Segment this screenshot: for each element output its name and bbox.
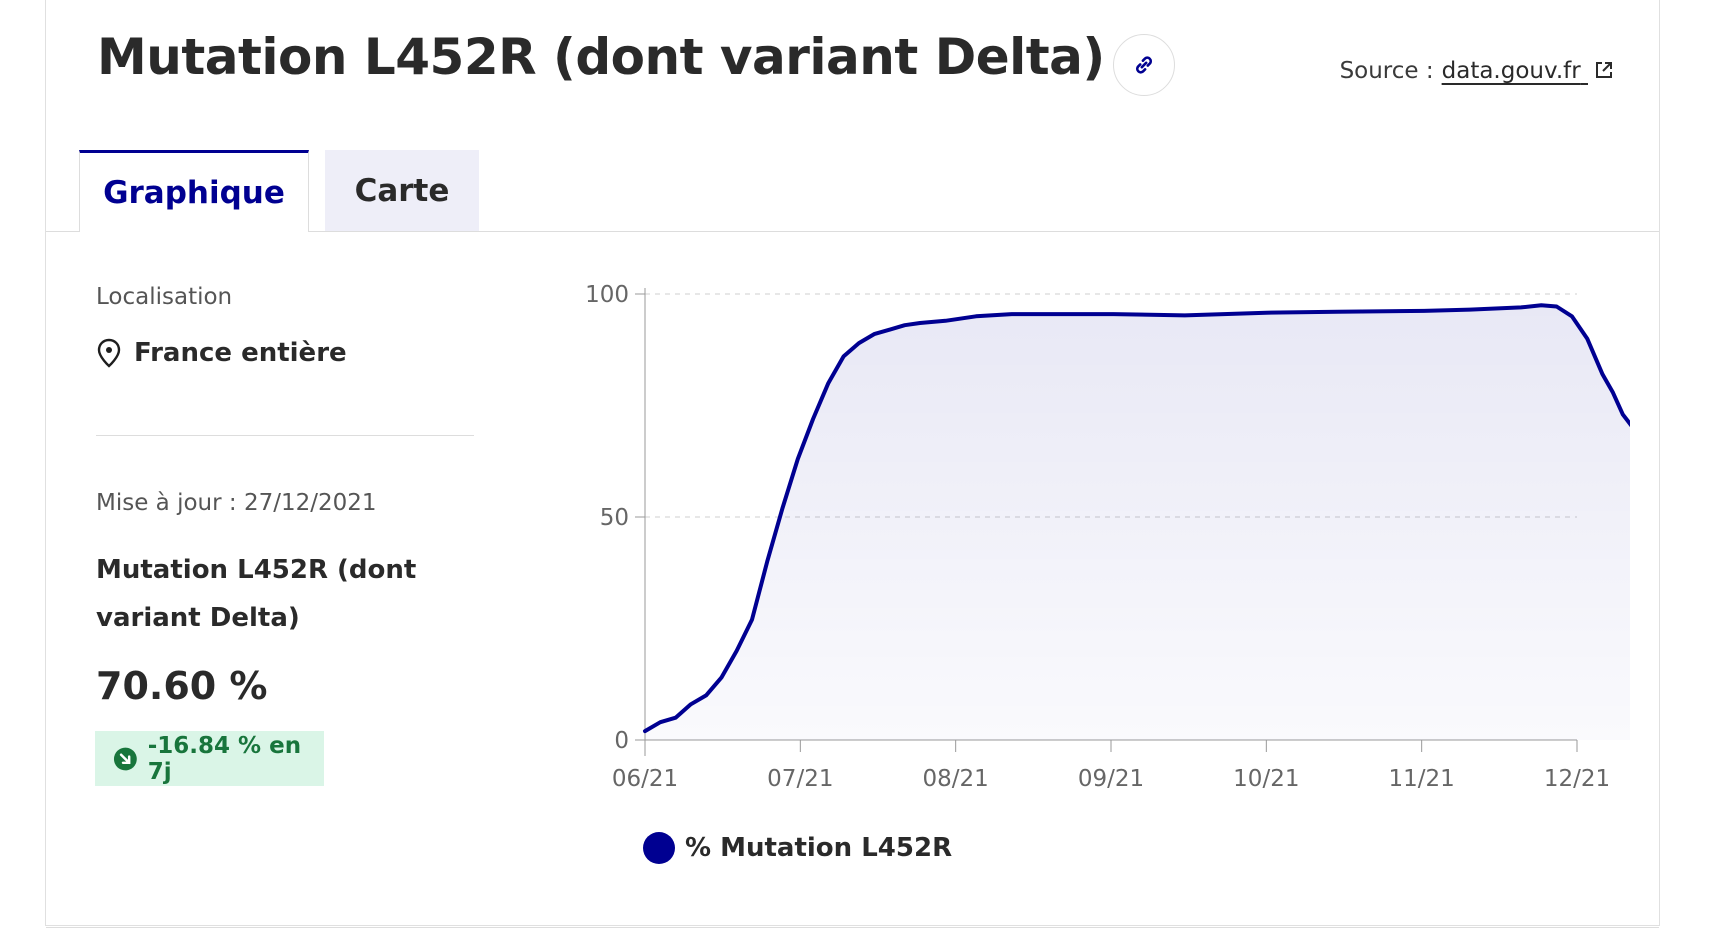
- trend-text: -16.84 % en 7j: [147, 732, 302, 785]
- location-label: Localisation: [96, 284, 233, 310]
- sidebar-divider: [96, 435, 474, 436]
- trend-down-icon: [113, 747, 137, 770]
- location-value: France entière: [134, 338, 347, 368]
- source-info: Source : data.gouv.fr: [1340, 58, 1614, 84]
- last-update: Mise à jour : 27/12/2021: [96, 490, 377, 516]
- source-label: Source :: [1339, 58, 1434, 84]
- legend-swatch: [643, 832, 675, 864]
- chart-legend: % Mutation L452R: [643, 832, 952, 864]
- x-tick-label: 10/21: [1233, 766, 1299, 790]
- indicator-value: 70.60 %: [96, 664, 268, 708]
- indicator-name: Mutation L452R (dont variant Delta): [96, 555, 417, 633]
- link-icon: [1136, 56, 1152, 74]
- chart: 0 50 100 06/21 07/21 08/21 09/21 10/21 11/21 12/2…: [585, 282, 1630, 790]
- y-tick-label: 0: [614, 728, 629, 754]
- y-tick-label: 100: [585, 282, 629, 308]
- location-row: France entière: [96, 338, 347, 368]
- x-tick-label: 06/21: [612, 766, 678, 790]
- series-line: [643, 303, 1630, 734]
- source-link[interactable]: data.gouv.fr: [1442, 58, 1614, 84]
- copy-link-button[interactable]: [1113, 34, 1175, 96]
- x-tick-label: 11/21: [1389, 766, 1455, 790]
- tab-carte[interactable]: Carte: [325, 150, 479, 232]
- y-tick-label: 50: [600, 505, 629, 531]
- page-title: Mutation L452R (dont variant Delta): [97, 28, 1105, 86]
- source-link-text: data.gouv.fr: [1441, 58, 1581, 84]
- x-tick-label: 12/21: [1544, 766, 1610, 790]
- legend-label: % Mutation L452R: [685, 833, 953, 863]
- external-link-icon: [1596, 62, 1612, 78]
- x-tick-label: 07/21: [767, 766, 833, 790]
- tabs-divider: [46, 231, 1659, 232]
- map-pin-icon: [97, 338, 121, 368]
- tab-graphique[interactable]: Graphique: [79, 150, 309, 232]
- trend-badge: -16.84 % en 7j: [95, 731, 324, 786]
- card-bottom-border: [46, 927, 1659, 928]
- x-tick-label: 09/21: [1078, 766, 1144, 790]
- x-tick-label: 08/21: [923, 766, 989, 790]
- series-area: [645, 305, 1630, 740]
